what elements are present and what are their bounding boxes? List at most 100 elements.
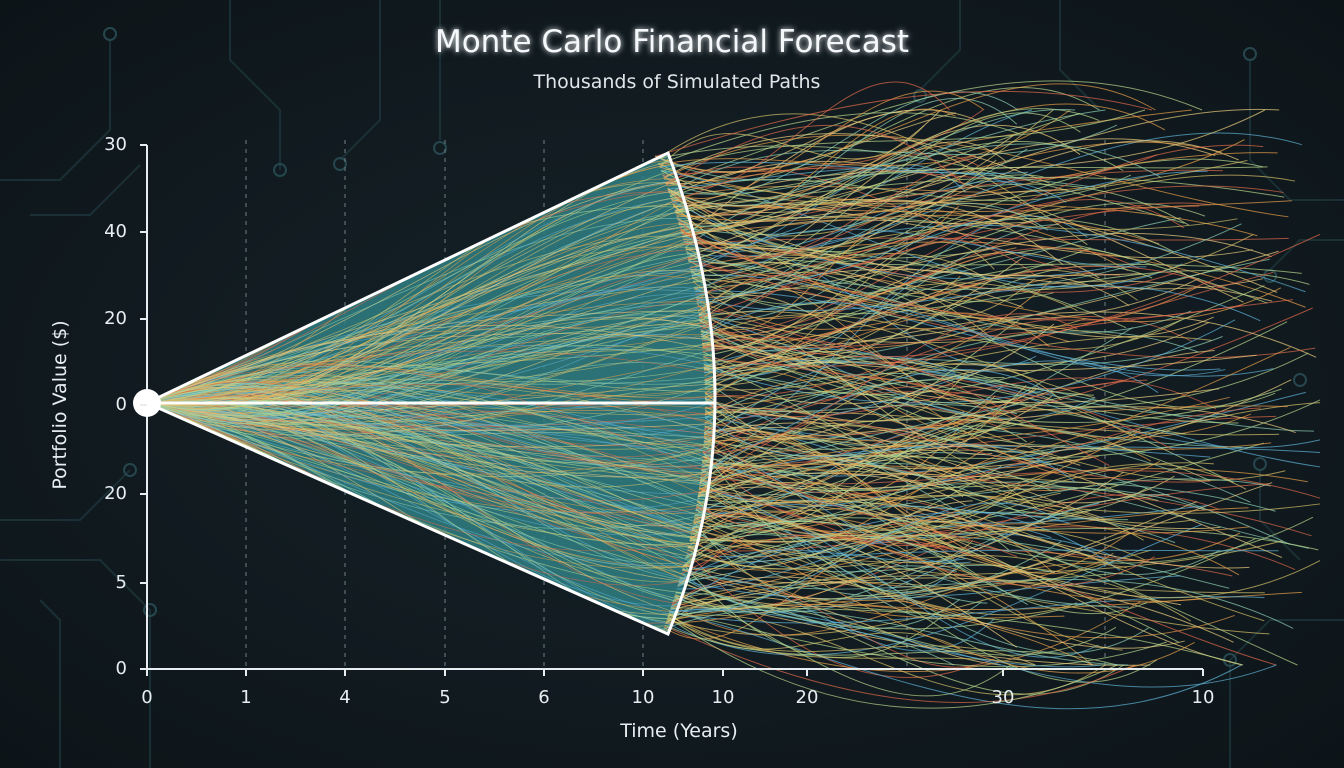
simulated-path	[681, 141, 1124, 234]
simulated-path	[702, 313, 1078, 454]
simulated-path	[147, 216, 715, 404]
x-tick-label: 0	[141, 687, 152, 708]
simulated-path	[690, 112, 1081, 276]
simulated-path	[147, 402, 715, 430]
simulated-path	[688, 500, 973, 567]
simulated-path	[147, 203, 715, 406]
simulated-path	[147, 251, 715, 404]
simulated-path	[147, 363, 715, 404]
simulated-path	[704, 392, 1053, 462]
simulated-path	[678, 549, 967, 584]
simulated-path	[679, 155, 976, 260]
simulated-path	[661, 109, 1146, 173]
simulated-path	[659, 125, 925, 168]
simulated-path	[704, 327, 975, 404]
simulated-path	[691, 228, 1147, 275]
x-tick-label: 10	[1192, 687, 1215, 708]
simulated-path	[683, 564, 944, 658]
simulated-path	[704, 265, 1227, 381]
simulated-path	[704, 434, 1020, 523]
simulated-path	[683, 241, 1127, 329]
simulated-path	[147, 387, 715, 527]
simulated-path	[702, 417, 1211, 482]
simulated-path	[704, 411, 1104, 519]
simulated-path	[660, 170, 1183, 288]
simulated-path	[700, 330, 1187, 435]
simulated-path	[669, 160, 1244, 303]
simulated-path	[147, 402, 715, 567]
title: Monte Carlo Financial Forecast	[435, 24, 909, 60]
x-tick-label: 30	[992, 687, 1015, 708]
simulated-path	[683, 471, 1125, 584]
simulated-path	[703, 405, 1288, 442]
simulated-path	[698, 205, 1200, 319]
simulated-path	[147, 345, 715, 404]
simulated-path	[667, 616, 1118, 709]
simulated-path	[671, 598, 1124, 695]
simulated-path	[682, 112, 1081, 237]
simulated-path	[696, 278, 1038, 408]
simulated-path	[676, 103, 1166, 217]
simulated-path	[147, 311, 715, 404]
simulated-path	[654, 83, 1156, 174]
simulated-path	[668, 612, 960, 650]
x-tick-label: 10	[712, 687, 735, 708]
y-axis-label: Portfolio Value ($)	[49, 320, 71, 489]
simulated-path	[685, 141, 1007, 265]
simulated-path	[666, 603, 1093, 666]
simulated-path	[147, 365, 715, 494]
simulated-path	[147, 333, 715, 404]
simulated-path	[658, 112, 1020, 165]
fan-outline	[143, 150, 717, 636]
start-point	[133, 389, 161, 417]
simulated-path	[669, 611, 1242, 710]
simulated-path	[147, 402, 715, 515]
simulated-path	[147, 397, 715, 534]
simulated-path	[692, 503, 1123, 651]
simulated-path	[704, 406, 1321, 514]
simulated-path	[704, 360, 1321, 468]
simulated-path	[701, 301, 1226, 377]
simulated-path	[671, 580, 995, 668]
simulated-path	[680, 230, 1242, 321]
simulated-path	[663, 609, 1129, 666]
simulated-path	[665, 159, 1248, 205]
simulated-path	[690, 140, 1239, 272]
simulated-path	[704, 370, 996, 429]
simulated-path	[695, 425, 1028, 533]
simulated-path	[671, 562, 1128, 636]
y-tick-label: 0	[116, 658, 127, 679]
simulated-path	[699, 319, 1220, 404]
simulated-path	[699, 271, 1274, 358]
simulated-path	[667, 188, 1035, 322]
simulated-path	[699, 481, 1092, 541]
simulated-path	[147, 381, 715, 404]
simulated-path	[665, 524, 1202, 656]
simulated-path	[698, 488, 1155, 587]
simulated-path	[664, 178, 1238, 230]
simulated-path	[684, 171, 1096, 248]
simulated-path	[699, 379, 1148, 483]
simulated-path	[668, 124, 1118, 195]
simulated-path	[700, 202, 1049, 336]
x-axis-label: Time (Years)	[619, 720, 738, 742]
simulated-path	[147, 362, 715, 405]
simulated-path	[701, 336, 1282, 424]
simulated-path	[689, 539, 1265, 594]
simulated-path	[702, 342, 1257, 372]
simulated-path	[698, 313, 1086, 344]
simulated-path	[689, 527, 1319, 551]
simulated-path	[699, 479, 1129, 608]
y-tick-label: 30	[104, 134, 127, 155]
simulated-path	[691, 270, 1310, 315]
simulated-path	[704, 377, 1065, 453]
simulated-path	[147, 365, 715, 404]
simulated-path	[699, 424, 1038, 509]
simulated-path	[676, 108, 956, 229]
simulated-path	[685, 247, 1302, 274]
simulated-path	[703, 426, 1175, 504]
simulated-path	[669, 609, 1103, 668]
simulated-path	[682, 568, 1294, 629]
simulated-path	[668, 572, 1123, 617]
